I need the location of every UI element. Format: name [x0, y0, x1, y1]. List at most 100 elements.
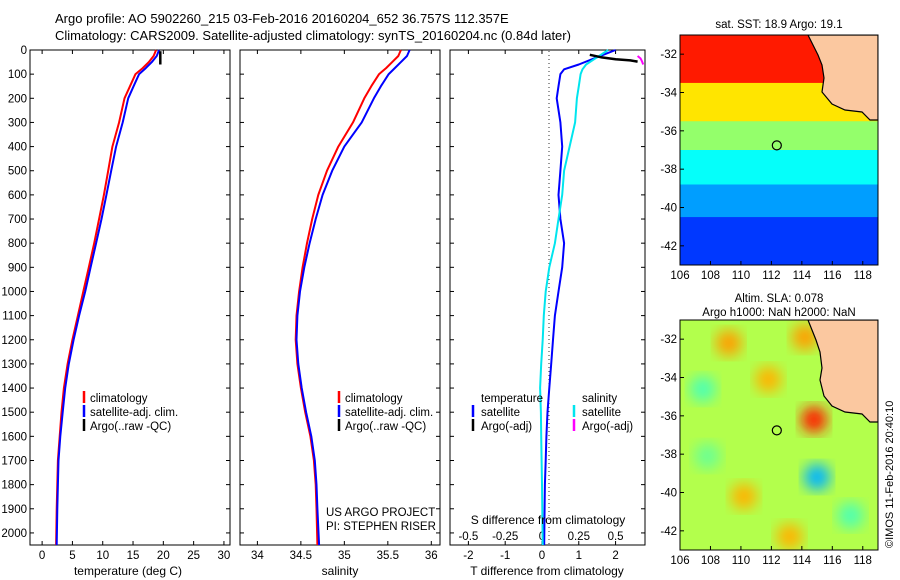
legend-climatology-label: climatology — [345, 393, 403, 405]
series-line — [589, 53, 638, 63]
temperature-legend: climatology satellite-adj. clim. Argo(..… — [82, 391, 178, 433]
depth-tick-label: 1100 — [2, 311, 27, 323]
difference-legend: temperature satellite Argo(-adj) salinit… — [471, 393, 633, 433]
temperature-axes-frame — [29, 49, 231, 546]
x-tick-label: 2 — [612, 550, 618, 562]
depth-tick-label: 1300 — [1, 359, 27, 371]
series-line — [55, 49, 161, 546]
legend-t-argo-label: Argo(-adj) — [481, 421, 532, 433]
lat-tick-label: -42 — [660, 526, 677, 538]
series-line — [55, 49, 158, 546]
legend-climatology-label: climatology — [90, 393, 148, 405]
salinity-ticks: 34 34.5 35 35.5 36 — [251, 50, 438, 562]
lat-tick-label: -36 — [660, 411, 677, 423]
t-difference-xlabel: T difference from climatology — [470, 564, 624, 578]
series-line — [539, 49, 609, 546]
depth-tick-label: 1200 — [1, 335, 27, 347]
x-tick-label: 35.5 — [377, 550, 399, 562]
sla-argo-location-marker — [771, 425, 782, 436]
depth-tick-label: 1400 — [1, 383, 27, 395]
sla-blob — [791, 324, 818, 351]
sst-zone — [680, 217, 878, 265]
t-difference-ticks: -2 -1 0 1 2 — [463, 50, 619, 562]
legend-s-argo-label: Argo(-adj) — [582, 421, 633, 433]
legend-argo-label: Argo(..raw -QC) — [345, 421, 426, 433]
x-tick-label: 15 — [127, 550, 140, 562]
salinity-panel: 34 34.5 35 35.5 36 salinity climatology sate… — [239, 49, 441, 578]
lon-tick-label: 110 — [732, 555, 750, 567]
salinity-axes-frame — [239, 49, 441, 546]
s-diff-tick-label: 0.5 — [608, 531, 624, 543]
sla-blob — [694, 443, 721, 470]
difference-depth-ticks — [450, 49, 645, 534]
depth-tick-label: 1700 — [1, 455, 27, 467]
legend-s-satellite-label: satellite — [582, 407, 621, 419]
project-credit: US ARGO PROJECT — [326, 507, 435, 519]
sst-zone — [680, 150, 878, 185]
s-difference-ticks: -0.5 -0.25 0 0.25 0.5 — [458, 531, 623, 543]
x-tick-label: 34.5 — [290, 550, 312, 562]
s-diff-tick-label: 0.25 — [568, 531, 590, 543]
sla-blob — [837, 502, 864, 529]
s-diff-tick-label: -0.5 — [458, 531, 478, 543]
lon-tick-label: 116 — [823, 270, 841, 282]
depth-tick-label: 1600 — [1, 431, 27, 443]
salinity-lines — [294, 49, 411, 546]
depth-tick-label: 600 — [8, 190, 27, 202]
x-tick-label: 20 — [157, 550, 170, 562]
x-tick-label: -2 — [463, 550, 473, 562]
sla-blob — [801, 406, 828, 433]
x-tick-label: 10 — [96, 550, 109, 562]
depth-tick-label: 800 — [8, 238, 27, 250]
x-tick-label: 0 — [539, 550, 545, 562]
legend-satellite-label: satellite-adj. clim. — [90, 407, 178, 419]
lat-tick-label: -34 — [660, 88, 677, 100]
sst-map-frame — [679, 34, 879, 266]
sla-anomalies — [689, 324, 864, 550]
lon-tick-label: 106 — [670, 270, 689, 282]
salinity-legend: climatology satellite-adj. clim. Argo(..… — [337, 391, 433, 433]
temperature-xlabel: temperature (deg C) — [74, 564, 182, 578]
lon-tick-label: 114 — [793, 555, 812, 567]
lon-tick-label: 118 — [854, 555, 872, 567]
sst-zone — [680, 121, 878, 151]
legend-t-satellite-label: satellite — [481, 407, 520, 419]
temperature-ticks: 0 5 10 15 20 25 30 — [39, 50, 230, 562]
legend-temperature-heading: temperature — [481, 393, 543, 405]
sst-zone — [680, 184, 878, 218]
lat-tick-label: -38 — [660, 164, 677, 176]
sla-blob — [730, 483, 757, 510]
sst-map: sat. SST: 18.9 Argo: 19.1 106 108 110 112 11… — [660, 19, 879, 282]
depth-tick-label: 900 — [8, 262, 27, 274]
difference-panel: -2 -1 0 1 2 -0.5 -0.25 0 0.25 0.5 T difference f… — [449, 49, 646, 578]
lat-tick-label: -42 — [660, 241, 677, 253]
x-tick-label: 35 — [338, 550, 351, 562]
depth-tick-label: 1000 — [1, 286, 27, 298]
lon-tick-label: 110 — [732, 270, 750, 282]
temperature-panel: 0100200300400500600700800900100011001200… — [1, 45, 231, 578]
depth-tick-label: 400 — [8, 142, 27, 154]
x-tick-label: 5 — [69, 550, 75, 562]
x-tick-label: -1 — [500, 550, 510, 562]
legend-argo-label: Argo(..raw -QC) — [90, 421, 171, 433]
depth-tick-label: 1800 — [1, 480, 27, 492]
sla-map-subtitle: Argo h1000: NaN h2000: NaN — [702, 307, 855, 319]
depth-tick-label: 0 — [21, 45, 27, 57]
depth-tick-label: 2000 — [1, 528, 27, 540]
sst-map-title: sat. SST: 18.9 Argo: 19.1 — [715, 19, 842, 31]
sla-land — [807, 320, 878, 423]
depth-tick-label: 700 — [8, 214, 27, 226]
sla-map-title: Altim. SLA: 0.078 — [735, 293, 824, 305]
lon-tick-label: 112 — [762, 555, 780, 567]
sla-blob — [776, 523, 803, 550]
lon-tick-label: 112 — [762, 270, 780, 282]
depth-tick-label: 500 — [8, 166, 27, 178]
header-title: Argo profile: AO 5902260_215 03-Feb-2016… — [55, 11, 509, 26]
lon-tick-label: 118 — [854, 270, 872, 282]
sla-blob — [715, 330, 742, 356]
lon-tick-label: 106 — [670, 555, 689, 567]
x-tick-label: 36 — [425, 550, 438, 562]
lon-tick-label: 108 — [701, 555, 720, 567]
sla-map: Altim. SLA: 0.078 Argo h1000: NaN h2000:… — [660, 293, 879, 567]
